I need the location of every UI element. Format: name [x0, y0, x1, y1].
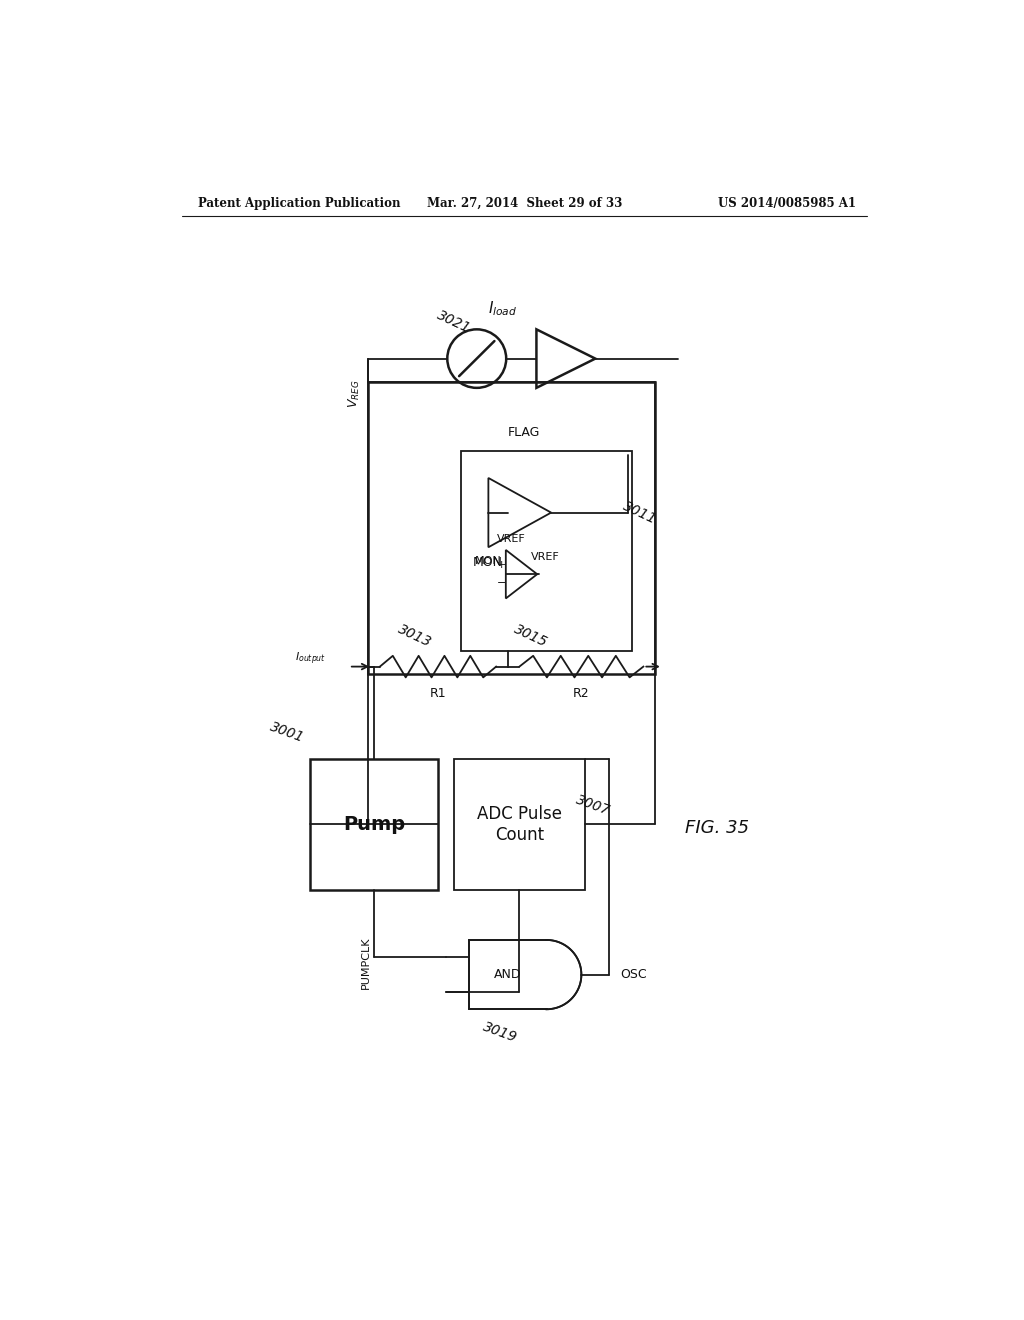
Text: 3007: 3007	[573, 792, 612, 818]
Text: Pump: Pump	[343, 814, 406, 834]
Text: R1: R1	[430, 686, 446, 700]
Text: $I_{load}$: $I_{load}$	[488, 300, 518, 318]
Text: MON: MON	[473, 556, 503, 569]
Text: OSC: OSC	[621, 968, 647, 981]
Text: 3015: 3015	[512, 622, 550, 649]
Text: R2: R2	[573, 686, 590, 700]
Text: PUMPCLK: PUMPCLK	[360, 937, 371, 989]
Text: Mar. 27, 2014  Sheet 29 of 33: Mar. 27, 2014 Sheet 29 of 33	[427, 197, 623, 210]
Polygon shape	[469, 940, 582, 1010]
Text: VREF: VREF	[498, 535, 526, 544]
Text: +: +	[498, 560, 507, 570]
Bar	[454, 759, 586, 890]
Text: 3001: 3001	[268, 719, 306, 744]
Text: FIG. 35: FIG. 35	[685, 820, 750, 837]
Text: 3021: 3021	[434, 308, 472, 335]
Text: AND: AND	[494, 968, 521, 981]
Text: Patent Application Publication: Patent Application Publication	[198, 197, 400, 210]
Text: MON: MON	[475, 556, 502, 566]
Text: $V_{REG}$: $V_{REG}$	[347, 379, 361, 408]
Text: −: −	[498, 578, 507, 589]
Text: US 2014/0085985 A1: US 2014/0085985 A1	[719, 197, 856, 210]
Text: 3019: 3019	[481, 1020, 519, 1045]
Bar	[310, 759, 438, 890]
Bar	[369, 381, 655, 675]
Text: FLAG: FLAG	[508, 426, 540, 440]
Text: 3011: 3011	[621, 499, 658, 527]
Text: VREF: VREF	[531, 552, 560, 562]
Text: $I_{output}$: $I_{output}$	[295, 651, 326, 667]
Text: 3013: 3013	[395, 622, 434, 649]
Text: ADC Pulse
Count: ADC Pulse Count	[477, 805, 562, 843]
Bar	[461, 451, 632, 651]
